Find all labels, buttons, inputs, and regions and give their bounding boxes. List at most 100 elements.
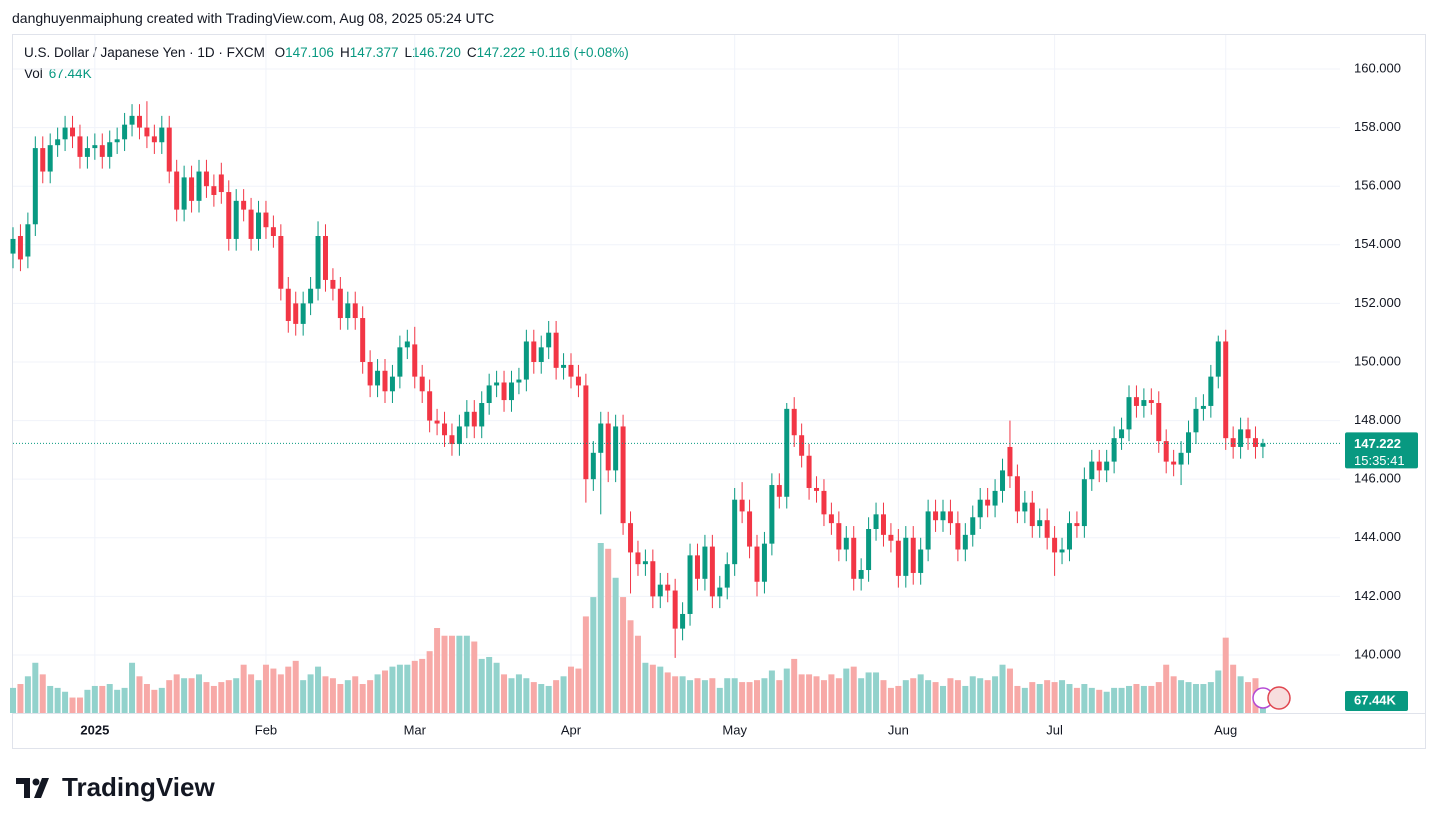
volume-bar: [1163, 664, 1170, 713]
volume-bar: [337, 684, 344, 713]
brand: TradingView: [16, 772, 215, 803]
volume-bar: [292, 660, 299, 713]
volume-bar: [1133, 684, 1140, 713]
candle-body: [546, 332, 552, 348]
candle-body: [516, 379, 522, 383]
candle-body: [650, 561, 656, 597]
candle-body: [1037, 520, 1043, 527]
x-tick-label: Jun: [888, 722, 909, 737]
x-tick-label: Mar: [404, 722, 427, 737]
volume-bar: [315, 666, 322, 713]
volume-bar: [1230, 664, 1237, 713]
volume-bar: [203, 682, 210, 713]
candle-body: [1141, 400, 1147, 406]
candle-body: [1178, 452, 1184, 465]
candle-body: [330, 279, 336, 289]
candle-body: [1223, 341, 1229, 439]
candle-body: [791, 408, 797, 436]
volume-bar: [1029, 682, 1036, 713]
candle-body: [1215, 341, 1221, 377]
volume-bar: [553, 680, 560, 713]
volume-bar: [426, 651, 433, 713]
candle-body: [412, 344, 418, 377]
candle-body: [218, 174, 224, 193]
candle-body: [888, 534, 894, 541]
candle-body: [754, 546, 760, 582]
volume-bar: [1148, 685, 1155, 713]
candle-body: [657, 584, 663, 597]
candle-body: [196, 171, 202, 201]
volume-bar: [768, 670, 775, 713]
volume-bar: [1081, 684, 1088, 713]
candle-body: [680, 613, 686, 629]
volume-bars: [10, 543, 1266, 713]
volume-bar: [1215, 670, 1222, 713]
volume-bar: [954, 680, 961, 713]
candle-body: [471, 411, 477, 427]
candle-body: [709, 546, 715, 597]
volume-bar: [910, 678, 917, 713]
candle-body: [419, 376, 425, 392]
candle-body: [501, 382, 507, 401]
volume-bar: [880, 680, 887, 713]
candle-body: [1186, 432, 1192, 453]
volume-bar: [560, 676, 567, 713]
candle-body: [635, 552, 641, 565]
candle-body: [858, 570, 864, 579]
volume-bar: [612, 577, 619, 713]
ohlc-key: H: [339, 45, 350, 60]
candle-body: [32, 148, 38, 225]
volume-title: Vol: [24, 66, 43, 81]
candle-body: [508, 382, 514, 401]
volume-bar: [1021, 687, 1028, 713]
grid: [13, 35, 1340, 713]
ohlc-key: L: [404, 45, 413, 60]
candle-body: [114, 139, 120, 143]
volume-bar: [1207, 682, 1214, 713]
volume-bar: [523, 678, 530, 713]
volume-bar: [47, 685, 54, 713]
volume-bar: [932, 682, 939, 713]
candle-body: [1230, 438, 1236, 447]
candle-body: [136, 115, 142, 128]
countdown: 15:35:41: [1354, 453, 1405, 468]
candle-body: [47, 145, 53, 172]
volume-bar: [716, 687, 723, 713]
candle-body: [10, 238, 16, 254]
volume-bar: [248, 674, 255, 713]
candle-body: [345, 303, 351, 319]
candle-body: [285, 288, 291, 321]
candle-body: [836, 523, 842, 550]
volume-bar: [754, 680, 760, 713]
candle-body: [799, 435, 805, 456]
candle-body: [940, 511, 946, 521]
volume-value: 67.44K: [48, 66, 92, 81]
candle-body: [903, 537, 909, 576]
candle-body: [918, 549, 924, 573]
volume-bar: [791, 658, 798, 713]
candle-body: [360, 318, 366, 362]
volume-bar: [828, 674, 835, 713]
candle-body: [642, 561, 648, 565]
volume-bar: [1185, 682, 1192, 713]
candle-body: [761, 543, 767, 582]
candle-body: [1156, 403, 1162, 442]
candle-body: [92, 145, 98, 149]
candle-body: [352, 303, 358, 319]
volume-bar: [806, 674, 813, 713]
volume-bar: [1059, 680, 1066, 713]
candle-body: [1089, 461, 1095, 480]
volume-bar: [962, 685, 969, 713]
candle-body: [962, 534, 968, 550]
volume-bar: [404, 664, 411, 713]
candle-body: [404, 341, 410, 348]
candle-body: [628, 523, 634, 553]
candle-body: [1104, 461, 1110, 471]
last-price-label: 147.222: [1354, 436, 1401, 451]
candle-body: [107, 142, 113, 157]
volume-bar: [634, 635, 641, 713]
volume-bar: [1140, 685, 1147, 713]
volume-bar: [724, 678, 731, 713]
y-tick-label: 146.000: [1354, 471, 1401, 486]
volume-bar: [701, 680, 708, 713]
